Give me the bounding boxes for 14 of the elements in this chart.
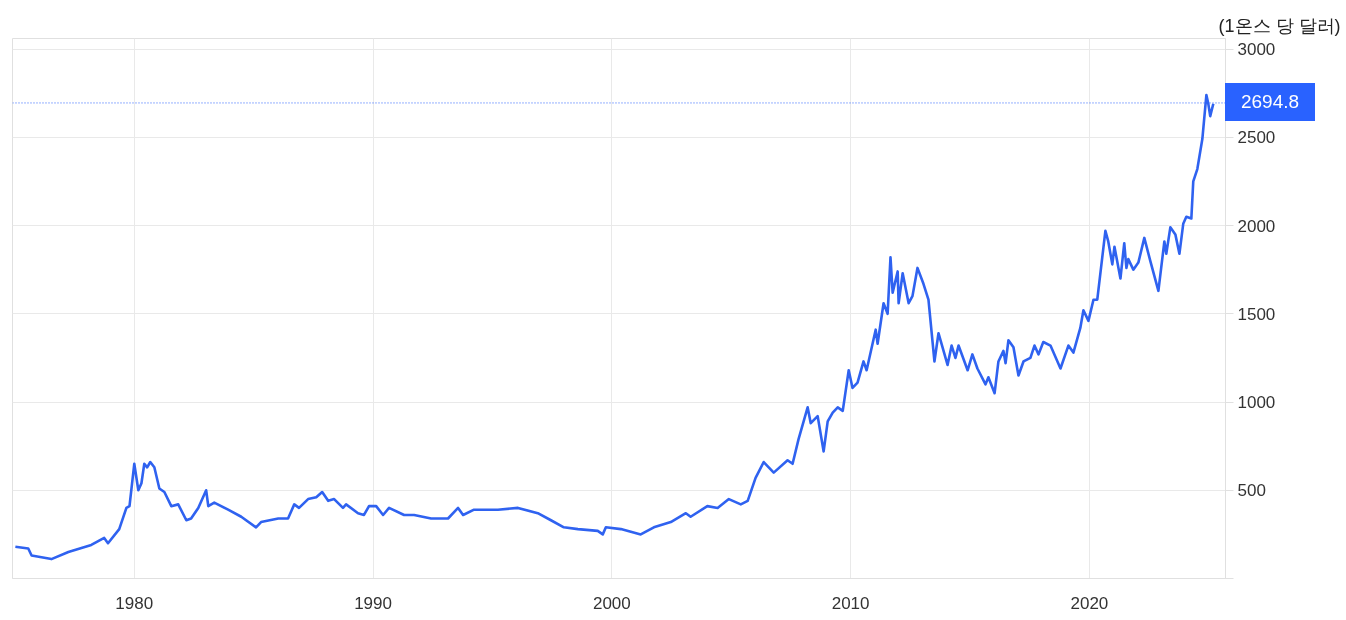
x-tick-label: 2000 [592,593,631,613]
y-axis-title: (1온스 당 달러) [1218,15,1341,36]
y-tick-label: 500 [1237,481,1266,501]
ref-line-label: 2694.8 [1225,83,1315,122]
x-tick-label: 1990 [354,593,392,613]
x-tick-label: 1980 [115,593,154,613]
line-series [14,93,1215,561]
x-tick-label: 2010 [831,593,870,613]
y-tick-label: 2500 [1237,128,1276,148]
y-tick-label: 3000 [1237,40,1276,60]
x-tick-label: 2020 [1070,593,1109,613]
y-tick-label: 1500 [1237,304,1276,324]
y-tick-label: 1000 [1237,393,1276,413]
y-tick-label: 2000 [1237,216,1276,236]
